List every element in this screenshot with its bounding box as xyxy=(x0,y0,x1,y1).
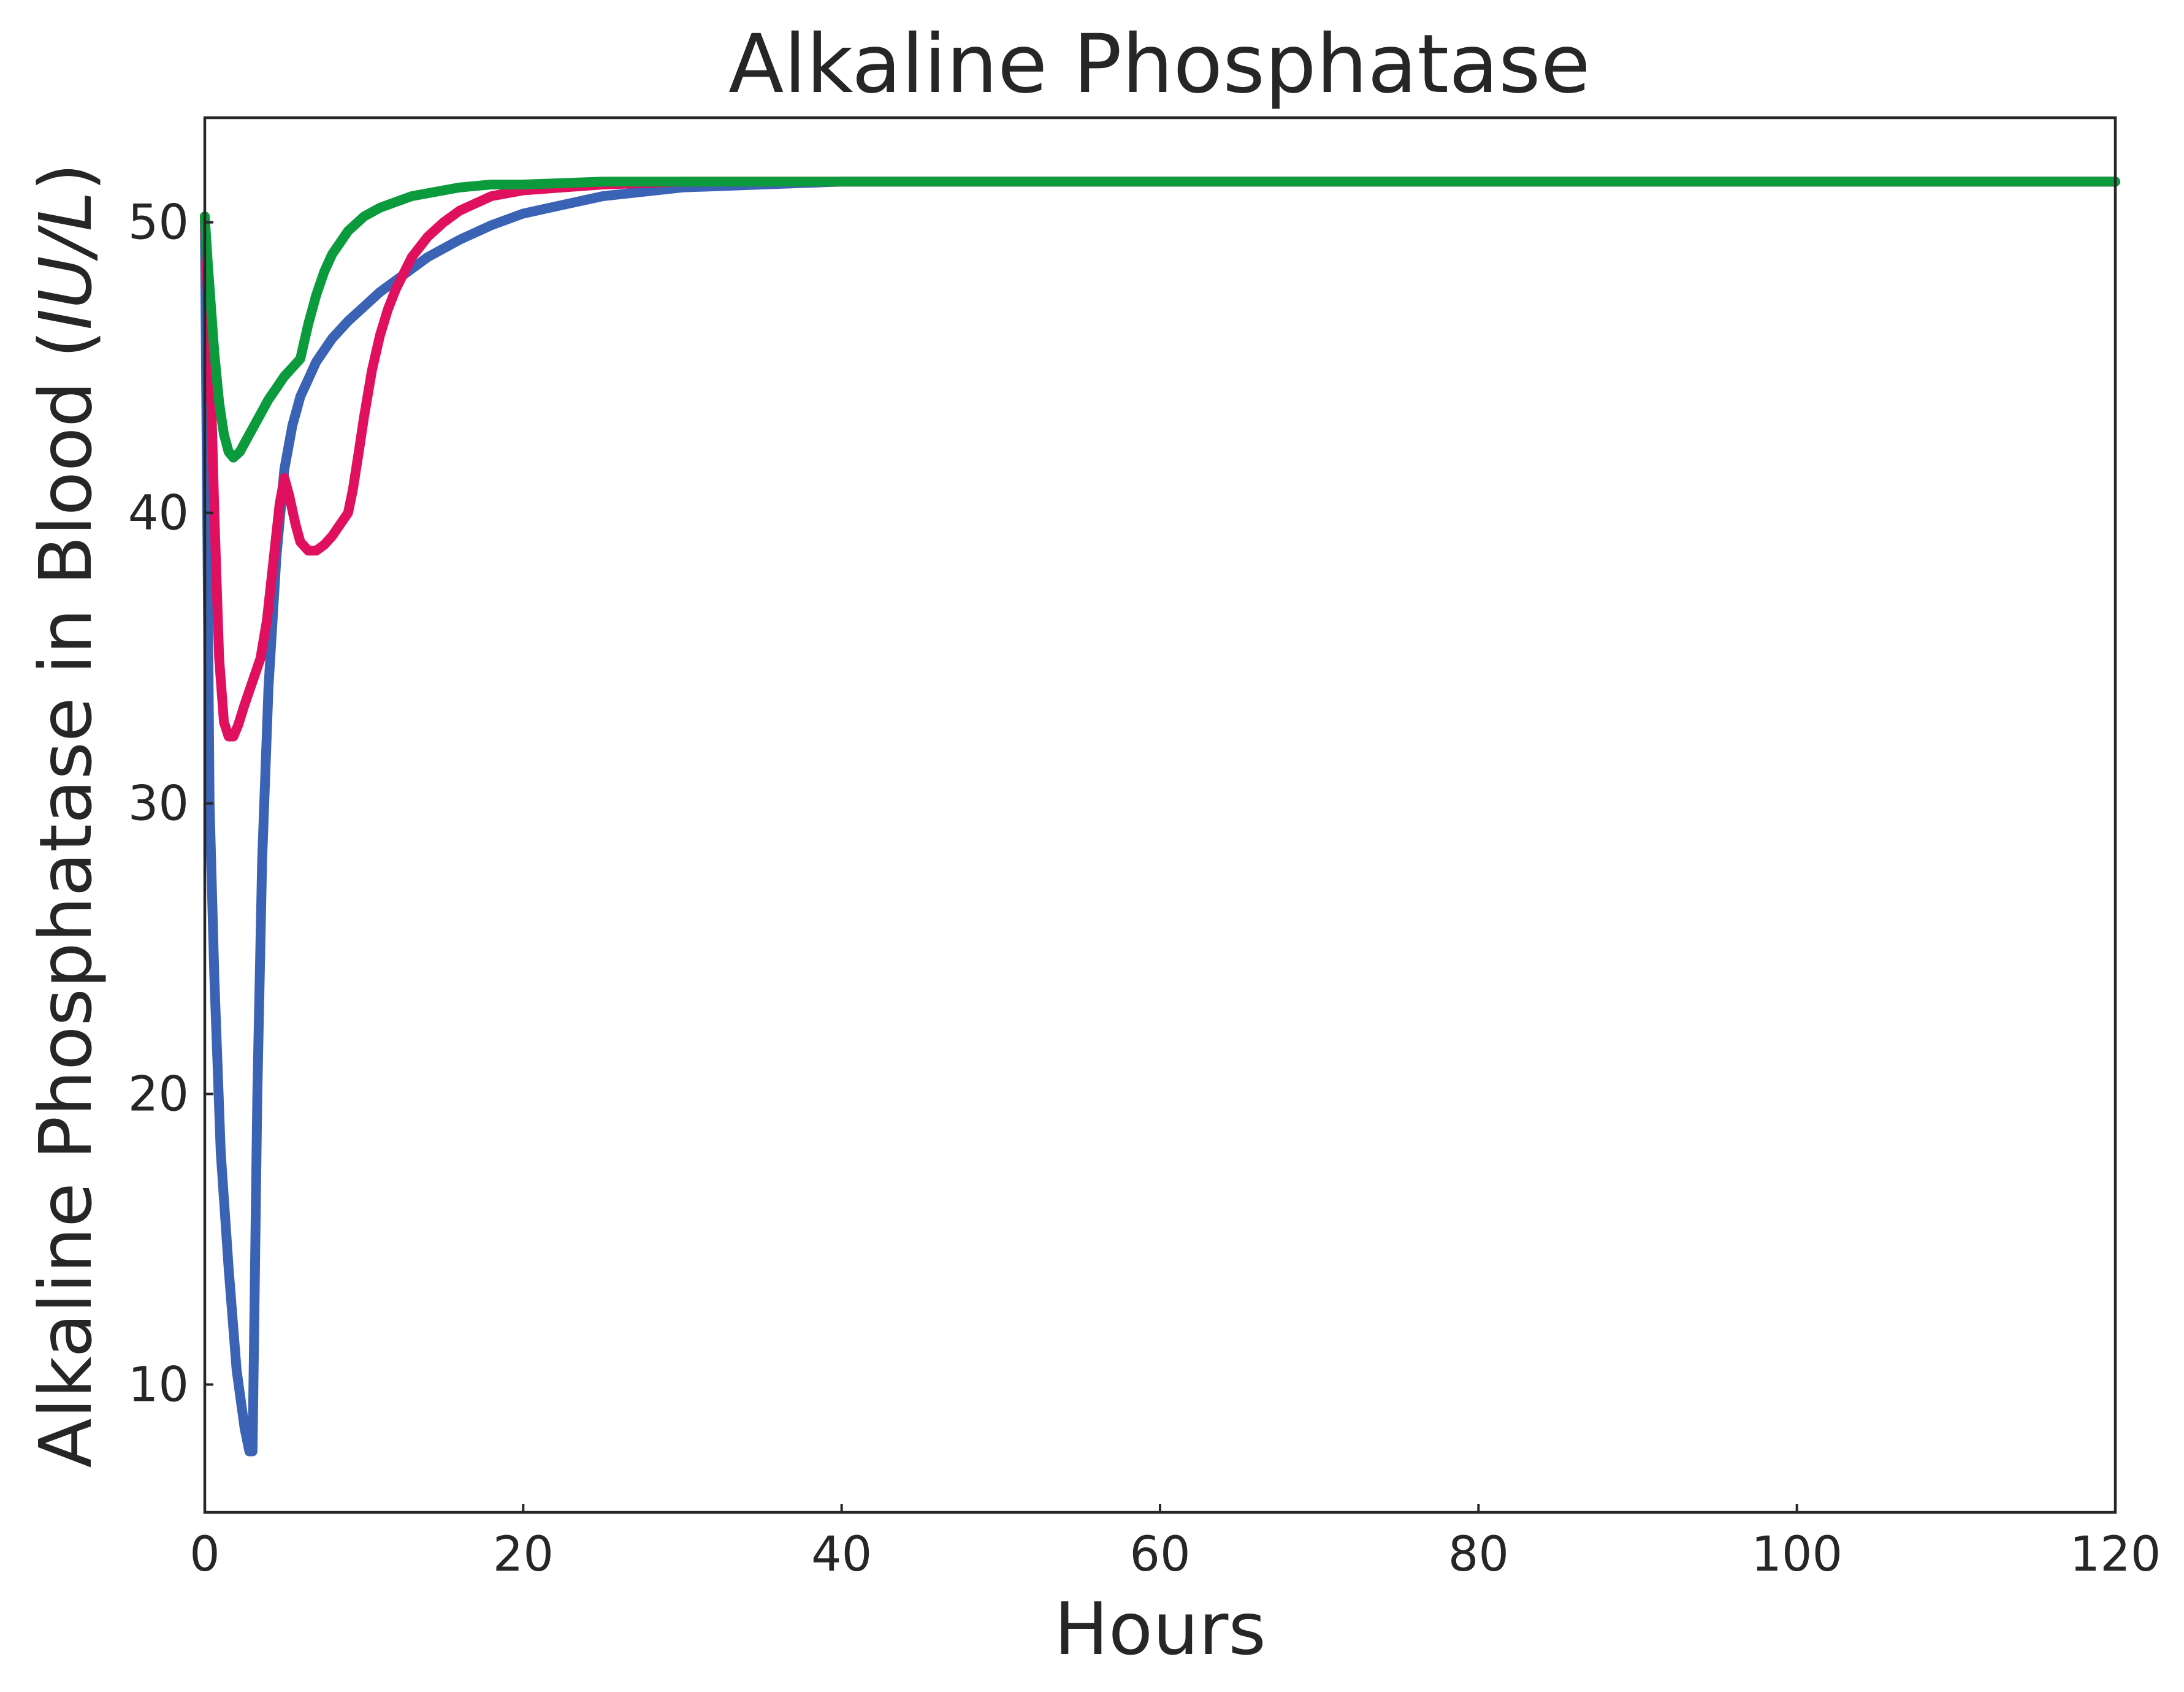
y-axis-label: Alkaline Phosphatase in Blood (IU/L) xyxy=(23,163,108,1468)
x-tick-label: 0 xyxy=(189,1527,220,1582)
series-line-2 xyxy=(200,177,2120,742)
y-tick-label: 50 xyxy=(128,196,189,251)
x-tick-label: 120 xyxy=(2070,1527,2161,1582)
x-axis-ticks: 0 20 40 60 80 100 120 xyxy=(189,1504,2161,1582)
series-layer xyxy=(200,177,2120,1457)
y-tick-label: 40 xyxy=(128,486,189,541)
x-tick-label: 40 xyxy=(811,1527,872,1582)
series-line-3 xyxy=(200,177,2120,463)
y-tick-label: 30 xyxy=(128,777,189,832)
y-axis-label-unit: IU/L xyxy=(23,191,108,330)
x-axis-label: Hours xyxy=(1054,1587,1266,1671)
y-axis-label-close: ) xyxy=(23,163,108,191)
chart-title: Alkaline Phosphatase xyxy=(728,17,1590,112)
x-tick-label: 80 xyxy=(1448,1527,1509,1582)
x-tick-label: 20 xyxy=(493,1527,554,1582)
x-tick-label: 100 xyxy=(1751,1527,1842,1582)
x-tick-label: 60 xyxy=(1129,1527,1190,1582)
y-axis-label-text: Alkaline Phosphatase in Blood ( xyxy=(23,330,108,1468)
y-tick-label: 20 xyxy=(128,1067,189,1122)
y-axis-ticks: 10 20 30 40 50 xyxy=(128,196,213,1412)
y-tick-label: 10 xyxy=(128,1357,189,1412)
